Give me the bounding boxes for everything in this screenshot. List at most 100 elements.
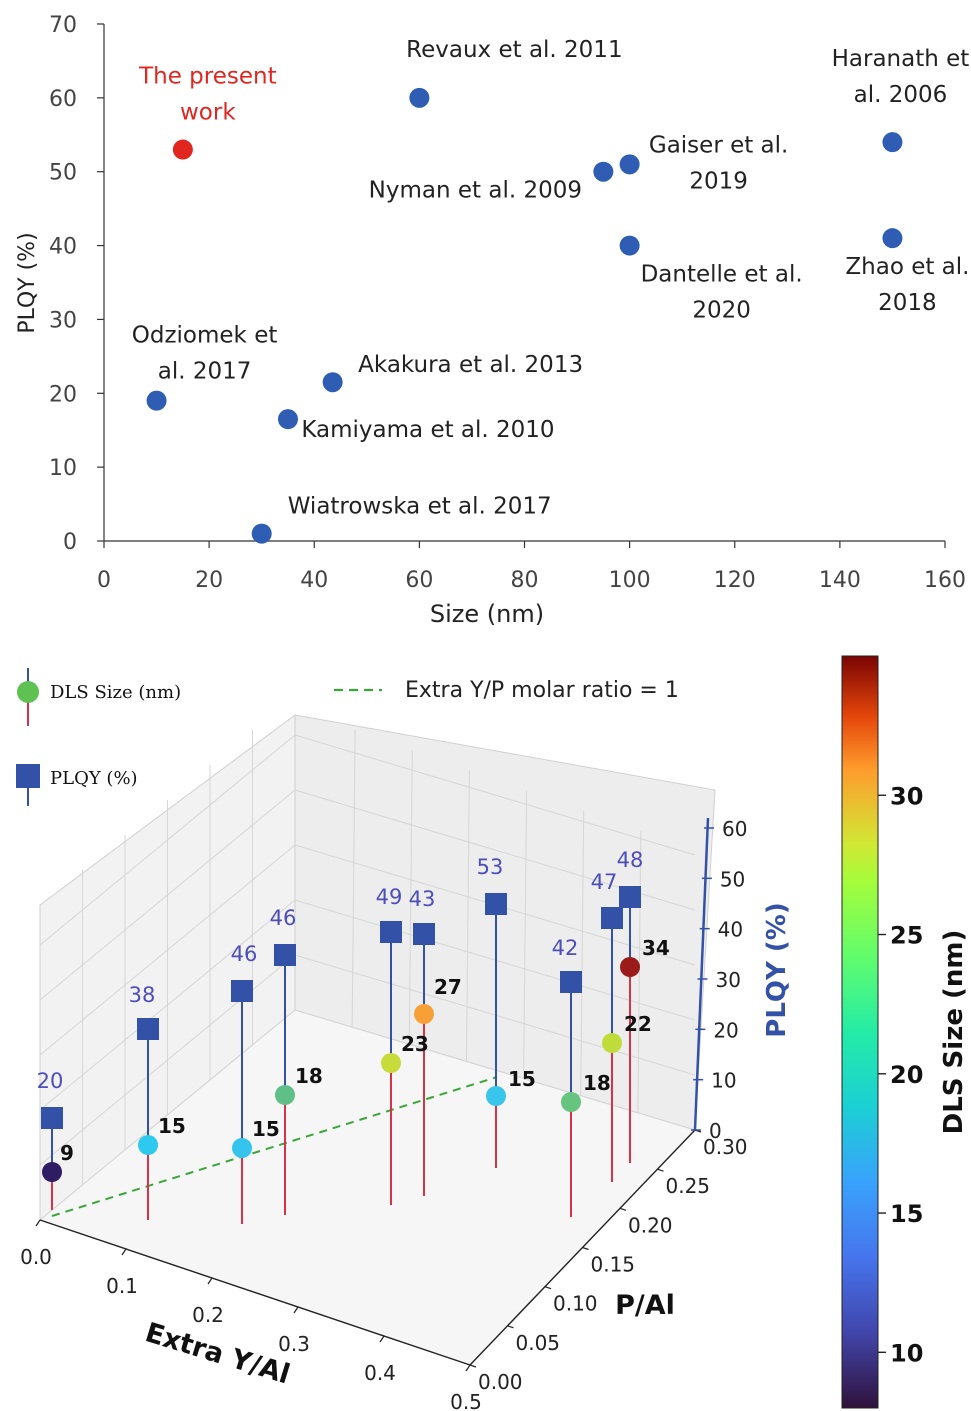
point-label: Revaux et al. 2011 [406,37,622,63]
y3d-axis-title: P/Al [615,1290,675,1321]
point-label: The present work [138,64,277,126]
colorbar-tick-label: 25 [890,922,923,950]
top-x-tick-label: 160 [924,568,966,593]
point-label-line: al. 2006 [854,82,948,108]
dls-marker [620,957,640,977]
dls-value-label: 15 [252,1117,280,1141]
plqy-value-label: 20 [37,1069,64,1093]
z3d-axis-title: PLQY (%) [762,902,792,1037]
z3d-tick-label: 40 [718,918,743,942]
top-x-tick-label: 120 [714,568,756,593]
top-data-points [146,87,903,544]
top-y-tick-label: 70 [49,13,77,38]
dls-value-label: 22 [624,1012,652,1036]
plqy-value-label: 38 [129,983,156,1007]
z3d-axis-line [693,817,710,1131]
legend-dls-symbol [17,668,39,726]
point-label-line: Nyman et al. 2009 [369,178,582,204]
top-y-tick-label: 0 [63,530,77,555]
dls-value-label: 18 [295,1064,323,1088]
legend-plqy-symbol [16,764,40,806]
plqy-value-label: 49 [376,885,403,909]
colorbar-tick-label: 15 [890,1200,923,1228]
point-label-line: work [180,100,236,126]
point-label-line: 2019 [689,168,748,194]
x3d-tick-mark [379,1335,385,1343]
y3d-tick-mark [544,1286,552,1290]
x3d-tick-label: 0.0 [20,1245,52,1269]
legend-plqy-label: PLQY (%) [50,768,138,789]
literature-point [277,409,298,430]
extra-y-p-ratio-line [51,1076,498,1217]
top-x-tick-label: 80 [511,568,539,593]
dls-marker [138,1135,158,1155]
y3d-tick-mark [619,1207,627,1211]
grid-line [39,844,296,1056]
point-label: Haranath et al. 2006 [832,46,970,108]
colorbar-title: DLS Size (nm) [939,930,969,1135]
x3d-tick-mark [465,1364,471,1372]
legend-line-label: Extra Y/P molar ratio = 1 [405,678,679,703]
z3d-tick-label: 0 [709,1119,722,1143]
size-plqy-scatter-chart: 0 20 40 60 80 100 120 140 160 0 10 20 30 40 50 60 70 Si… [15,13,969,628]
z3d-tick-label: 60 [722,817,747,841]
x3d-tick-mark [207,1277,213,1285]
x3d-tick-mark [121,1248,127,1256]
top-x-tick-label: 100 [609,568,651,593]
top-y-tick-label: 30 [49,308,77,333]
top-y-tick-label: 50 [49,161,77,186]
3d-stems [51,897,631,1224]
top-y-tick-label: 10 [49,456,77,481]
dls-value-label: 18 [583,1071,611,1095]
plqy-marker [380,921,402,943]
literature-point [251,523,272,544]
literature-point [409,87,430,108]
point-label-line: Revaux et al. 2011 [406,37,622,63]
legend-dls-label: DLS Size (nm) [50,682,181,703]
y3d-tick-mark [469,1364,477,1368]
dls-value-label: 15 [508,1067,536,1091]
top-y-tick-label: 20 [49,382,77,407]
point-label: Nyman et al. 2009 [369,178,582,204]
x3d-tick-label: 0.1 [106,1274,138,1298]
plqy-marker [485,893,507,915]
dls-marker [42,1162,62,1182]
top-x-ticks: 0 20 40 60 80 100 120 140 160 [97,541,966,593]
dls-value-label: 34 [642,936,670,960]
grid-line [465,770,470,1062]
x3d-tick-label: 0.4 [364,1361,396,1385]
dls-value-label: 15 [158,1114,186,1138]
dls-marker [381,1053,401,1073]
x3d-tick-label: 0.2 [192,1303,224,1327]
grid-line [523,790,528,1079]
literature-point [593,161,614,182]
literature-point [619,154,640,175]
dls-value-label: 27 [434,975,462,999]
point-label: Dantelle et al. 2020 [641,262,803,324]
composition-3d-chart: 0.0 0.1 0.2 0.3 0.4 0.50.00 0.05 0.10 0.15 0.20 0.… [16,655,969,1411]
top-x-tick-label: 20 [195,568,223,593]
point-label-line: Odziomek et [132,323,278,349]
3d-axis-ticks: 0.0 0.1 0.2 0.3 0.4 0.50.00 0.05 0.10 0.15 0.20 0.… [20,817,747,1411]
point-label-line: Wiatrowska et al. 2017 [288,494,552,520]
top-x-tick-label: 0 [97,568,111,593]
point-label-line: al. 2017 [158,359,252,385]
dls-value-label: 9 [60,1141,74,1165]
point-label-line: The present [138,64,277,90]
point-label: Zhao et al. 2018 [845,254,969,316]
colorbar [841,655,879,1409]
top-x-tick-label: 40 [300,568,328,593]
x3d-tick-mark [35,1219,41,1227]
point-label: Odziomek et al. 2017 [132,323,278,385]
top-x-axis-title: Size (nm) [430,600,544,628]
point-label-line: Akakura et al. 2013 [358,352,583,378]
grid-line [351,730,356,1028]
3d-markers: 9 20 15 38 15 46 18 46 23 49 27 43 15 53 18 42 22 47 34 48 [37,848,670,1182]
plqy-value-label: 46 [270,906,297,930]
plqy-marker [41,1107,63,1129]
x3d-axis-title: Extra Y/Al [142,1317,294,1390]
grid-line [294,734,696,856]
plqy-value-label: 48 [617,848,644,872]
colorbar-tick-label: 10 [890,1339,923,1367]
